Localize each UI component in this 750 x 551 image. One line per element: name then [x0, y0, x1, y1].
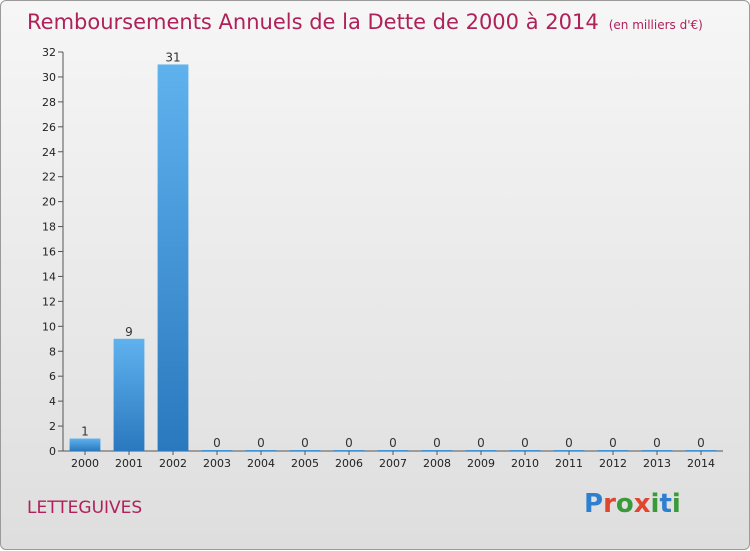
y-tick-label: 28	[42, 96, 56, 109]
proxiti-logo: Proxiti	[584, 489, 681, 519]
value-label-2011: 0	[565, 436, 573, 450]
x-tick-label-2003: 2003	[203, 457, 231, 470]
value-label-2014: 0	[697, 436, 705, 450]
bar-2009	[465, 450, 497, 451]
value-label-2007: 0	[389, 436, 397, 450]
value-label-2012: 0	[609, 436, 617, 450]
logo-letter: P	[584, 489, 604, 519]
value-label-2009: 0	[477, 436, 485, 450]
x-tick-label-2006: 2006	[335, 457, 363, 470]
bar-2007	[377, 450, 409, 451]
chart-labels: 2000 1 2001 9 2002 31 2003 0 2004 0 2005 0 2006 0 2007…	[71, 50, 715, 470]
x-tick-label-2007: 2007	[379, 457, 407, 470]
chart-title-text: Remboursements Annuels de la Dette de 20…	[27, 10, 599, 34]
logo-letter: i	[650, 489, 660, 519]
x-tick-label-2004: 2004	[247, 457, 275, 470]
x-tick-label-2009: 2009	[467, 457, 495, 470]
y-tick-label: 26	[42, 121, 56, 134]
value-label-2005: 0	[301, 436, 309, 450]
y-tick-label: 12	[42, 295, 56, 308]
bar-2008	[421, 450, 453, 451]
x-tick-label-2008: 2008	[423, 457, 451, 470]
y-tick-label: 6	[49, 370, 56, 383]
logo-letter: t	[659, 489, 672, 519]
bar-2013	[641, 450, 673, 451]
y-tick-label: 10	[42, 320, 56, 333]
bar-2002	[157, 64, 189, 451]
chart-unit-note: (en milliers d'€)	[608, 18, 703, 32]
y-tick-label: 14	[42, 270, 56, 283]
logo-letter: o	[615, 489, 634, 519]
y-tick-label: 30	[42, 71, 56, 84]
bar-2014	[685, 450, 717, 451]
x-tick-label-2014: 2014	[687, 457, 715, 470]
y-tick-label: 32	[42, 46, 56, 59]
value-label-2000: 1	[81, 425, 89, 439]
y-tick-label: 24	[42, 146, 56, 159]
chart-title: Remboursements Annuels de la Dette de 20…	[27, 10, 703, 34]
y-tick-label: 20	[42, 196, 56, 209]
x-tick-label-2011: 2011	[555, 457, 583, 470]
value-label-2003: 0	[213, 436, 221, 450]
y-tick-label: 4	[49, 395, 56, 408]
x-tick-label-2002: 2002	[159, 457, 187, 470]
bar-2004	[245, 450, 277, 451]
x-tick-label-2001: 2001	[115, 457, 143, 470]
value-label-2010: 0	[521, 436, 529, 450]
bar-2001	[113, 338, 145, 451]
bar-2005	[289, 450, 321, 451]
bar-2010	[509, 450, 541, 451]
value-label-2004: 0	[257, 436, 265, 450]
y-tick-label: 18	[42, 221, 56, 234]
y-tick-label: 0	[49, 445, 56, 458]
value-label-2002: 31	[165, 50, 180, 64]
x-tick-label-2005: 2005	[291, 457, 319, 470]
logo-letter: r	[603, 489, 616, 519]
y-tick-label: 16	[42, 246, 56, 259]
value-label-2006: 0	[345, 436, 353, 450]
logo-letter: x	[633, 489, 651, 519]
value-label-2008: 0	[433, 436, 441, 450]
commune-name: LETTEGUIVES	[27, 498, 143, 518]
bar-2006	[333, 450, 365, 451]
value-label-2001: 9	[125, 325, 133, 339]
x-tick-label-2010: 2010	[511, 457, 539, 470]
bar-2000	[69, 438, 101, 451]
x-tick-label-2013: 2013	[643, 457, 671, 470]
x-tick-label-2012: 2012	[599, 457, 627, 470]
y-tick-label: 22	[42, 171, 56, 184]
value-label-2013: 0	[653, 436, 661, 450]
y-tick-label: 8	[49, 345, 56, 358]
chart-bars	[69, 64, 717, 451]
logo-letter: i	[671, 489, 681, 519]
bar-2012	[597, 450, 629, 451]
x-tick-label-2000: 2000	[71, 457, 99, 470]
bar-2011	[553, 450, 585, 451]
bar-2003	[201, 450, 233, 451]
y-tick-label: 2	[49, 420, 56, 433]
